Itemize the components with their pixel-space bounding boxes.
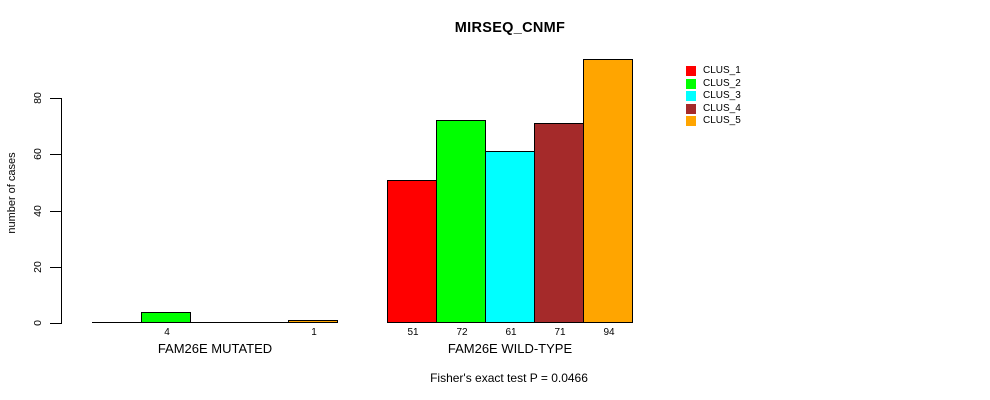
bar-clus-5-fam26e-wild-type bbox=[583, 59, 633, 323]
legend-swatch-clus-5 bbox=[686, 116, 696, 126]
legend-item-label: CLUS_5 bbox=[703, 115, 741, 126]
legend-item-label: CLUS_2 bbox=[703, 77, 741, 89]
bar-clus-2-fam26e-wild-type bbox=[436, 120, 486, 323]
bar-clus-1-fam26e-mutated bbox=[92, 322, 142, 323]
bar-clus-4-fam26e-mutated bbox=[239, 322, 289, 323]
legend-swatch-clus-2 bbox=[686, 78, 696, 89]
x-group-label-fam26e-mutated: FAM26E MUTATED bbox=[157, 341, 273, 356]
y-tick bbox=[50, 267, 62, 268]
y-tick-label: 20 bbox=[32, 261, 44, 273]
y-tick-label: 80 bbox=[32, 92, 44, 104]
bar-value-label: 72 bbox=[456, 327, 468, 338]
y-tick-label: 0 bbox=[32, 320, 44, 326]
x-group-label-fam26e-wild-type: FAM26E WILD-TYPE bbox=[447, 341, 573, 356]
bar-clus-2-fam26e-mutated bbox=[141, 312, 191, 323]
y-tick-label: 40 bbox=[32, 205, 44, 217]
y-tick bbox=[50, 323, 62, 324]
bar-value-label: 51 bbox=[407, 327, 419, 338]
bar-clus-5-fam26e-mutated bbox=[288, 320, 338, 323]
bar-clus-3-fam26e-wild-type bbox=[485, 151, 535, 323]
legend-item-label: CLUS_4 bbox=[703, 102, 741, 114]
bar-clus-4-fam26e-wild-type bbox=[534, 123, 584, 323]
legend-item-label: CLUS_1 bbox=[703, 65, 741, 76]
chart-title: MIRSEQ_CNMF bbox=[454, 20, 566, 36]
bar-clus-3-fam26e-mutated bbox=[190, 322, 240, 323]
bar-value-label: 4 bbox=[164, 327, 170, 338]
y-tick bbox=[50, 154, 62, 155]
bar-value-label: 1 bbox=[311, 327, 317, 338]
y-axis-label: number of cases bbox=[6, 152, 18, 234]
bar-value-label: 94 bbox=[603, 327, 615, 338]
y-tick-label: 60 bbox=[32, 148, 44, 160]
y-tick bbox=[50, 98, 62, 99]
legend-swatch-clus-3 bbox=[686, 91, 696, 101]
y-tick bbox=[50, 211, 62, 212]
bar-value-label: 71 bbox=[554, 327, 566, 338]
bar-clus-1-fam26e-wild-type bbox=[387, 180, 437, 323]
fisher-test-annotation: Fisher's exact test P = 0.0466 bbox=[430, 371, 588, 385]
legend-swatch-clus-1 bbox=[686, 66, 696, 76]
legend-swatch-clus-4 bbox=[686, 103, 696, 114]
bar-value-label: 61 bbox=[505, 327, 517, 338]
legend-item-label: CLUS_3 bbox=[703, 90, 741, 101]
